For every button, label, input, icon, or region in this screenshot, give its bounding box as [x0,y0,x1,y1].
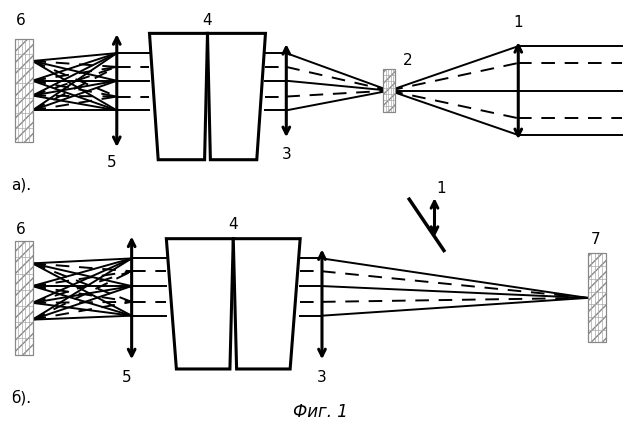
Text: а).: а). [11,178,31,193]
Text: 1: 1 [513,15,523,30]
Text: 1: 1 [436,181,446,195]
Text: Фиг. 1: Фиг. 1 [292,402,348,421]
Text: 5: 5 [107,155,116,170]
Text: 3: 3 [317,369,327,384]
Bar [15,242,33,355]
Text: 7: 7 [591,232,600,247]
Bar [383,70,396,113]
Text: 5: 5 [122,369,131,384]
Bar [15,40,33,143]
Text: 2: 2 [403,52,412,68]
Text: 6: 6 [16,221,26,236]
Polygon shape [166,239,233,369]
Text: 4: 4 [203,13,212,28]
Text: 4: 4 [228,217,238,232]
Bar [588,254,605,343]
Bar [15,40,33,143]
Text: 6: 6 [16,13,26,28]
Text: 3: 3 [282,147,291,162]
Bar [15,242,33,355]
Polygon shape [233,239,300,369]
Polygon shape [150,34,207,160]
Bar [383,70,396,113]
Bar [588,254,605,343]
Polygon shape [207,34,266,160]
Text: б).: б). [11,389,31,405]
